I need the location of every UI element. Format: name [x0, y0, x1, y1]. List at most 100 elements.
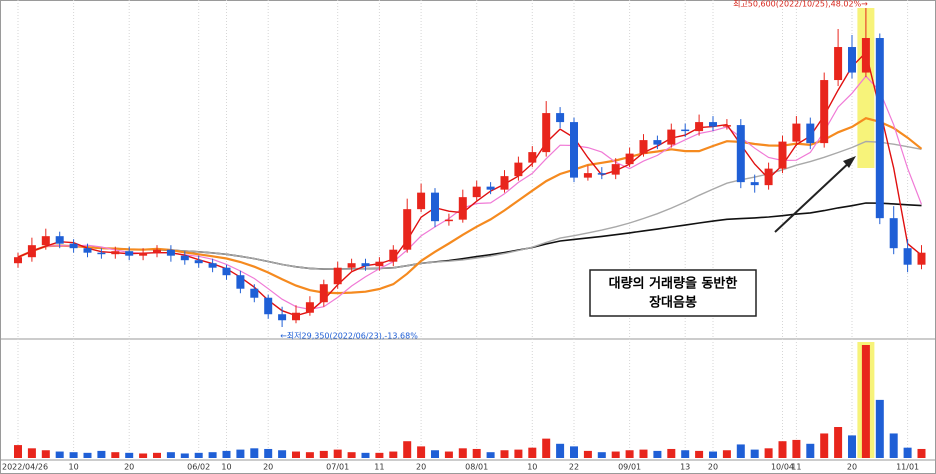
x-tick-label: 20 [847, 463, 857, 472]
x-tick-label: 13 [680, 463, 690, 472]
candle-body [736, 125, 745, 183]
candle-body [208, 263, 217, 268]
callout-text: 장대음봉 [649, 295, 697, 311]
candle-body [500, 176, 509, 190]
volume-bar [208, 452, 217, 458]
candle-body [389, 249, 398, 262]
volume-bar [583, 450, 592, 458]
candle-body [403, 209, 412, 250]
x-tick-label: 07/01 [326, 463, 349, 472]
candle-body [681, 129, 690, 132]
volume-bar [292, 451, 300, 458]
volume-bar [834, 427, 843, 458]
volume-bar [472, 448, 481, 458]
low-annotation: ←최저29,350(2022/06/23),-13.68% [280, 331, 418, 341]
volume-bar [250, 448, 259, 458]
volume-bar [639, 449, 648, 458]
x-tick-label: 10 [221, 463, 231, 472]
volume-bar [278, 450, 287, 458]
volume-bar [97, 450, 106, 458]
candles [14, 8, 926, 327]
volume-bar [750, 449, 759, 458]
volume-bar [69, 452, 78, 458]
candle-body [55, 236, 64, 244]
candle-body [444, 219, 453, 222]
candle-body [417, 192, 426, 210]
volume-bar [875, 399, 884, 458]
candle-body [166, 249, 175, 256]
volume-bar [153, 452, 161, 458]
candle-body [542, 113, 551, 153]
volume-bar [347, 452, 356, 458]
volume-bar [528, 447, 537, 458]
volume-bar [778, 441, 787, 458]
volume-bar [194, 452, 203, 458]
candle-body [180, 255, 189, 261]
volume-bar [125, 452, 134, 458]
volume-bar [41, 450, 50, 458]
volume-bar [889, 433, 898, 458]
candle-body [820, 80, 829, 144]
volume-bar [83, 452, 92, 458]
x-tick-label: 20 [416, 463, 426, 472]
x-tick-label: 11 [374, 463, 384, 472]
highlight [857, 8, 875, 168]
high-annotation: 최고50,600(2022/10/25),48.02%→ [733, 0, 868, 9]
volume-bar [820, 433, 829, 458]
volume-bar [681, 450, 690, 458]
candle-body [222, 267, 231, 276]
candle-body [27, 245, 36, 258]
x-tick-label: 11/01 [896, 463, 919, 472]
callout-text: 대량의 거래량을 동반한 [609, 276, 738, 292]
candle-body [333, 267, 342, 285]
x-tick-label: 10 [69, 463, 79, 472]
candle-body [667, 129, 676, 145]
candle-body [556, 113, 565, 123]
arrow-head [843, 156, 856, 168]
volume-bar [597, 452, 606, 458]
volume-bar [722, 450, 731, 458]
x-tick-label: 22 [569, 463, 579, 472]
candle-body [528, 152, 537, 163]
x-tick-label: 20 [708, 463, 718, 472]
volume-bar [417, 446, 426, 458]
volume-bar [180, 453, 189, 458]
candle-body [514, 162, 523, 177]
volume-bar [111, 452, 120, 458]
volume-bar [375, 452, 384, 458]
volume-bar [848, 435, 856, 458]
volume-bar [653, 450, 662, 458]
x-tick-label: 20 [263, 463, 273, 472]
volume-bar [903, 447, 912, 458]
candle-body [111, 251, 120, 255]
volume-bar [458, 448, 467, 458]
candle-body [125, 251, 134, 256]
volume-bar [333, 449, 342, 458]
x-tick-label: 20 [124, 463, 134, 472]
candle-body [848, 47, 856, 73]
volume-bar [14, 445, 22, 458]
candle-body [305, 302, 314, 313]
candle-body [917, 252, 926, 265]
candle-body [722, 125, 731, 127]
x-tick-label: 11 [791, 463, 801, 472]
candle-body [611, 164, 620, 175]
volume-bar [611, 451, 620, 458]
volume-bar [709, 451, 717, 458]
volume-bar [431, 450, 439, 458]
candle-body [750, 182, 759, 186]
x-tick-label: 10/04 [771, 463, 794, 472]
volume-bar [625, 450, 634, 458]
candle-body [806, 123, 815, 144]
candle-body [236, 275, 245, 289]
volume-bar [305, 452, 314, 458]
volume-bar [27, 448, 36, 458]
candle-body [347, 263, 356, 268]
volume-bar [486, 452, 495, 458]
candle-body [153, 249, 161, 253]
candle-body [653, 140, 662, 145]
candle-body [264, 297, 273, 315]
candle-body [292, 312, 300, 321]
candle-body [97, 252, 106, 255]
